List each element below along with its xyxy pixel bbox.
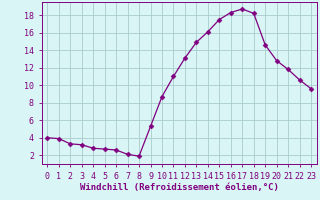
X-axis label: Windchill (Refroidissement éolien,°C): Windchill (Refroidissement éolien,°C) <box>80 183 279 192</box>
